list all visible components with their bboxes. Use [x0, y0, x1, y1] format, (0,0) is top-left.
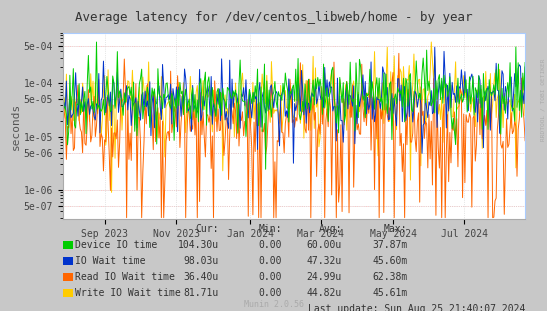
Text: 0.00: 0.00	[258, 288, 282, 298]
Text: RRDTOOL / TOBI OETIKER: RRDTOOL / TOBI OETIKER	[541, 58, 546, 141]
Text: Avg:: Avg:	[318, 224, 342, 234]
Text: Device IO time: Device IO time	[75, 240, 157, 250]
Text: 45.61m: 45.61m	[373, 288, 408, 298]
Text: Min:: Min:	[258, 224, 282, 234]
Text: 98.03u: 98.03u	[184, 256, 219, 266]
Text: 104.30u: 104.30u	[178, 240, 219, 250]
Text: 45.60m: 45.60m	[373, 256, 408, 266]
Text: 47.32u: 47.32u	[307, 256, 342, 266]
Text: IO Wait time: IO Wait time	[75, 256, 146, 266]
Text: 24.99u: 24.99u	[307, 272, 342, 282]
Text: Read IO Wait time: Read IO Wait time	[75, 272, 175, 282]
Text: Average latency for /dev/centos_libweb/home - by year: Average latency for /dev/centos_libweb/h…	[75, 11, 472, 24]
Text: 0.00: 0.00	[258, 256, 282, 266]
Y-axis label: seconds: seconds	[11, 102, 21, 150]
Text: Last update: Sun Aug 25 21:40:07 2024: Last update: Sun Aug 25 21:40:07 2024	[308, 304, 525, 311]
Text: 36.40u: 36.40u	[184, 272, 219, 282]
Text: Write IO Wait time: Write IO Wait time	[75, 288, 181, 298]
Text: Cur:: Cur:	[195, 224, 219, 234]
Text: Munin 2.0.56: Munin 2.0.56	[243, 299, 304, 309]
Text: 0.00: 0.00	[258, 272, 282, 282]
Text: 81.71u: 81.71u	[184, 288, 219, 298]
Text: 0.00: 0.00	[258, 240, 282, 250]
Text: 60.00u: 60.00u	[307, 240, 342, 250]
Text: 37.87m: 37.87m	[373, 240, 408, 250]
Text: 62.38m: 62.38m	[373, 272, 408, 282]
Text: Max:: Max:	[384, 224, 408, 234]
Text: 44.82u: 44.82u	[307, 288, 342, 298]
